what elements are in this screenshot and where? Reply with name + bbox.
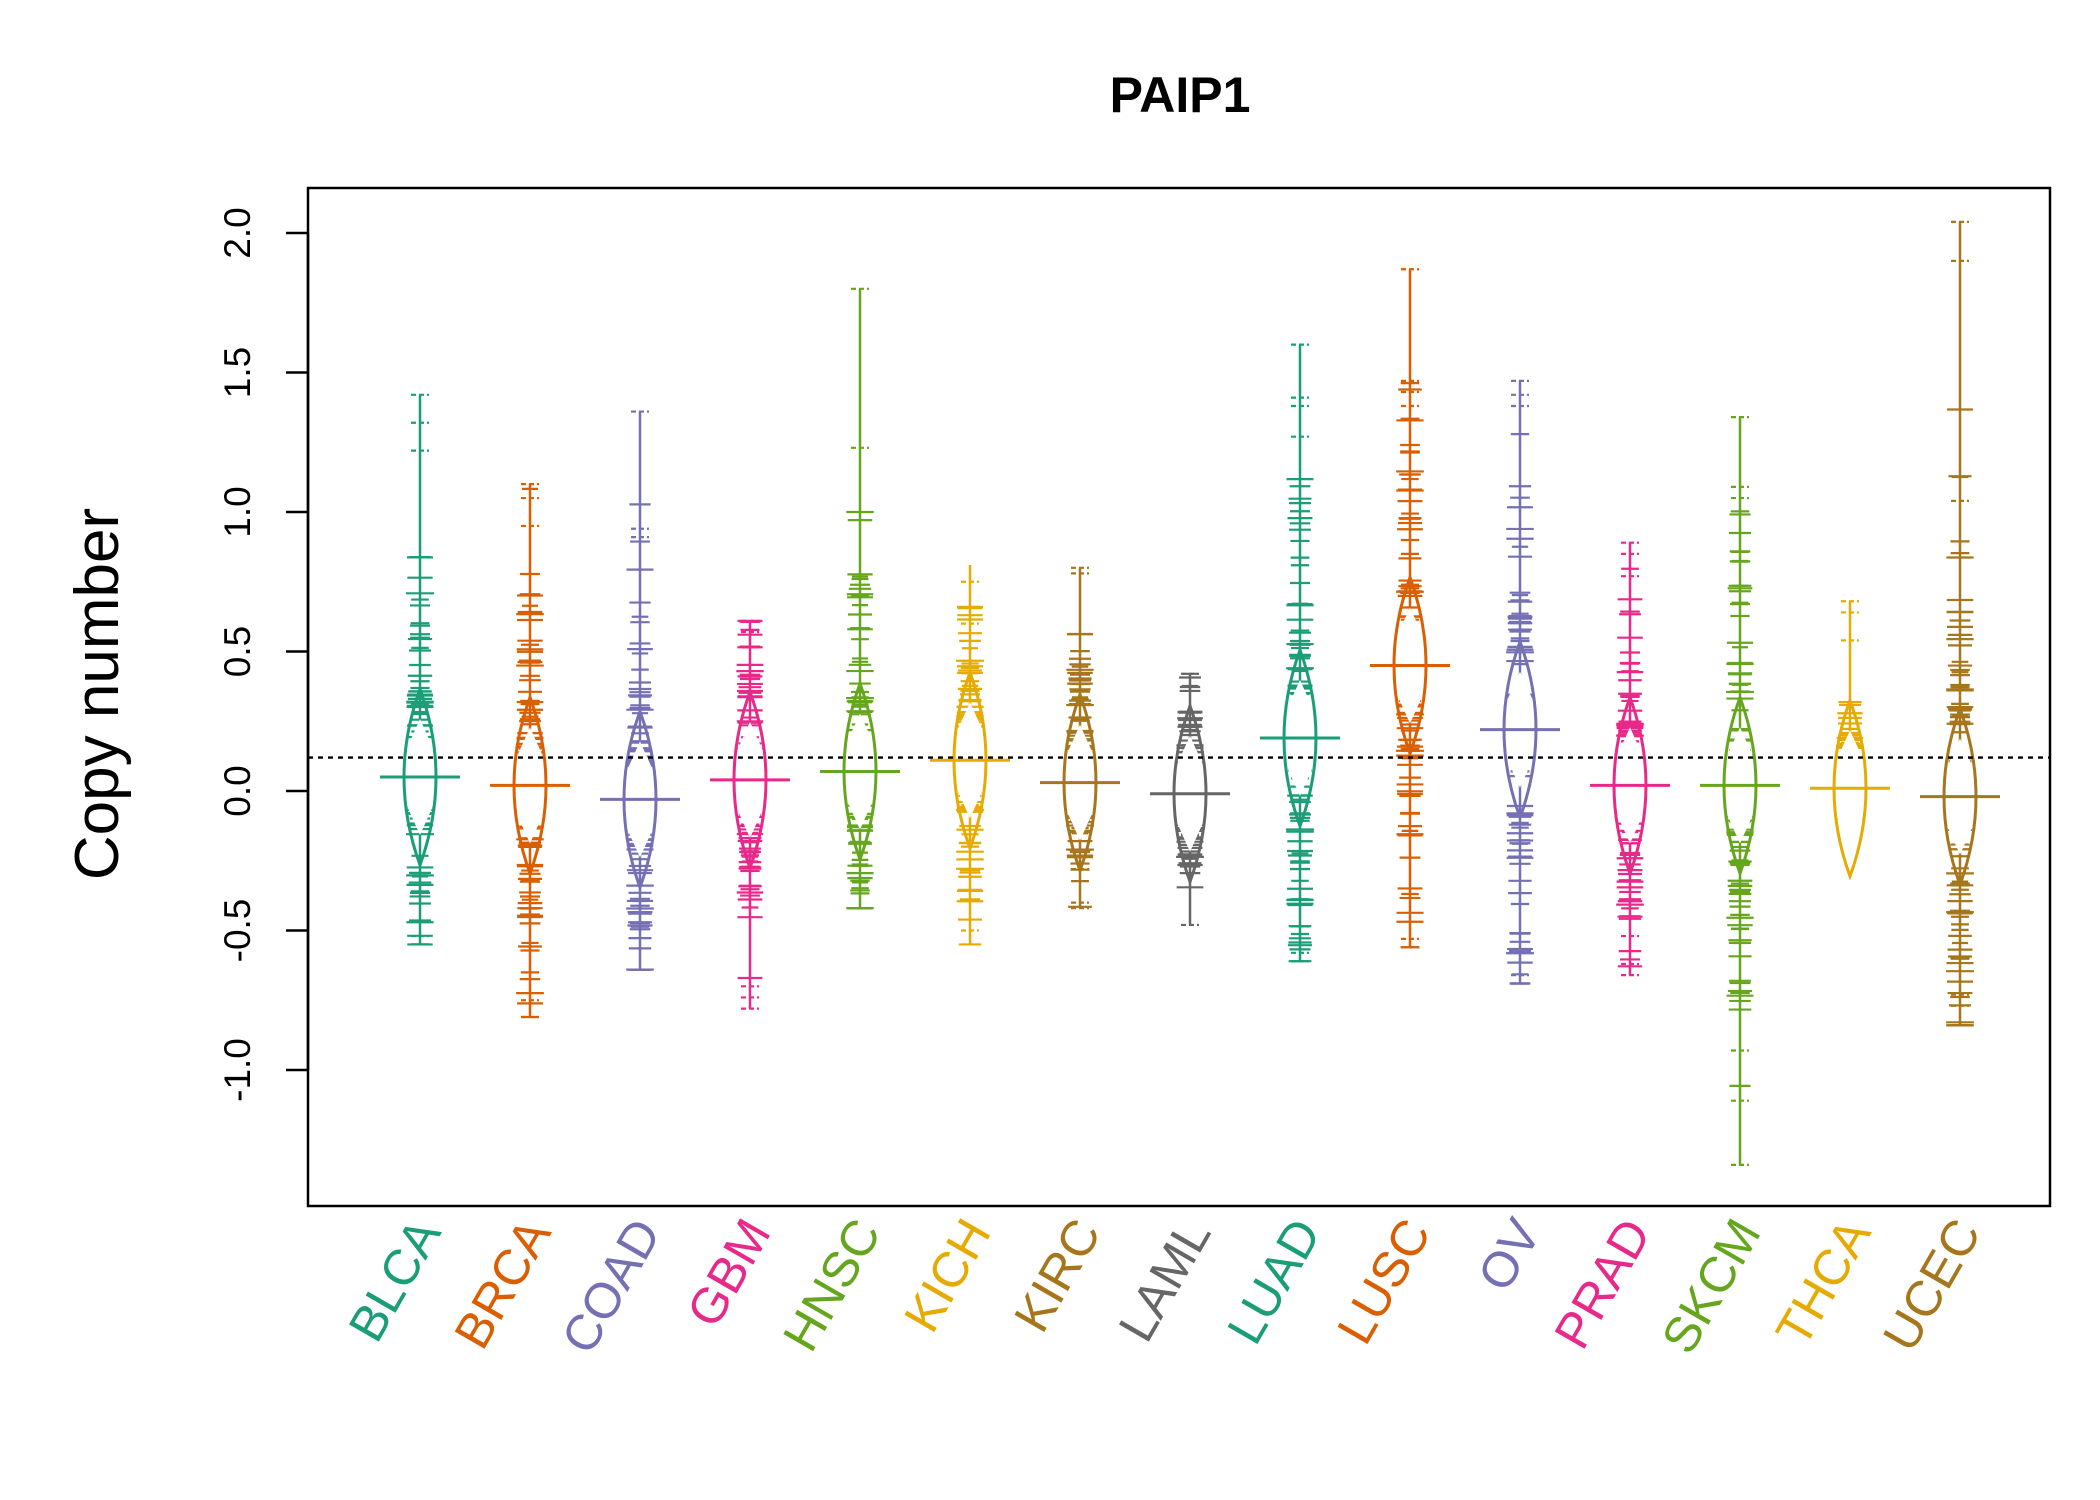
density-outline (1612, 693, 1648, 878)
bean-ucec (1920, 220, 2000, 1027)
y-tick-label: 1.5 (217, 347, 258, 398)
x-category-label-brca: BRCA (444, 1209, 562, 1358)
x-category-label-hnsc: HNSC (772, 1210, 891, 1361)
x-category-label-coad: COAD (551, 1210, 672, 1363)
density-outline (1722, 693, 1758, 878)
x-category-label-luad: LUAD (1216, 1210, 1331, 1354)
y-tick-label: 1.0 (217, 486, 258, 537)
bean-coad (600, 410, 680, 971)
density-outline (952, 667, 988, 853)
bean-skcm (1700, 416, 1780, 1166)
bean-prad (1590, 541, 1670, 977)
y-axis: -1.0 -0.5 0.0 0.5 1.0 1.5 2.0 (217, 207, 310, 1102)
bean-hnsc (820, 287, 900, 910)
y-tick-label: -0.5 (217, 899, 258, 963)
density-outline (1832, 695, 1868, 881)
x-category-label-prad: PRAD (1544, 1210, 1662, 1358)
density-outline (622, 706, 658, 892)
density-outline (1172, 701, 1208, 887)
density-outline (842, 679, 878, 864)
x-category-label-kich: KICH (893, 1210, 1001, 1341)
x-category-label-laml: LAML (1108, 1210, 1222, 1351)
density-outline (732, 687, 768, 873)
density-outline (402, 684, 438, 870)
bean-luad (1260, 343, 1340, 963)
bean-blca (380, 393, 460, 946)
density-outline (1282, 645, 1318, 831)
x-category-label-ucec: UCEC (1872, 1210, 1991, 1361)
y-tick-label: 0.0 (217, 765, 258, 816)
bean-kirc (1040, 566, 1120, 910)
y-axis-label: Copy number (63, 508, 132, 880)
x-category-label-kirc: KIRC (1003, 1210, 1111, 1341)
bean-kich (930, 565, 1010, 946)
bean-ov (1480, 379, 1560, 985)
bean-lusc (1370, 268, 1450, 949)
density-outline (1502, 637, 1538, 823)
x-category-label-ov: OV (1467, 1209, 1552, 1300)
density-outline (512, 693, 548, 878)
density-outline (1392, 573, 1428, 758)
beans-layer (380, 220, 2000, 1166)
x-category-label-gbm: GBM (676, 1210, 781, 1337)
bean-brca (490, 483, 570, 1019)
x-category-label-thca: THCA (1765, 1209, 1882, 1355)
x-category-label-skcm: SKCM (1651, 1210, 1772, 1363)
density-outline (1062, 690, 1098, 876)
y-tick-label: 2.0 (217, 207, 258, 258)
bean-thca (1810, 600, 1890, 881)
chart-title: PAIP1 (1110, 67, 1251, 123)
bean-gbm (710, 619, 790, 1010)
bean-laml (1150, 672, 1230, 927)
density-outline (1942, 704, 1978, 889)
y-tick-label: 0.5 (217, 626, 258, 677)
x-category-label-blca: BLCA (338, 1209, 452, 1351)
y-tick-label: -1.0 (217, 1038, 258, 1102)
x-category-label-lusc: LUSC (1326, 1210, 1441, 1354)
plot-frame (306, 186, 2052, 1208)
